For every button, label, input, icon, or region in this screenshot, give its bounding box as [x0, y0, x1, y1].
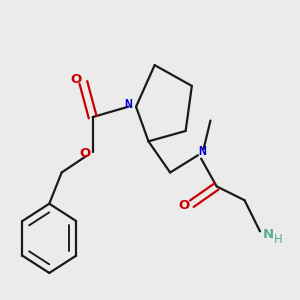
- Text: O: O: [178, 199, 190, 212]
- Text: N: N: [263, 228, 274, 242]
- Text: H: H: [274, 232, 283, 245]
- Text: N: N: [124, 98, 132, 112]
- Text: O: O: [79, 147, 91, 160]
- Text: N: N: [198, 145, 206, 158]
- Text: O: O: [70, 73, 81, 86]
